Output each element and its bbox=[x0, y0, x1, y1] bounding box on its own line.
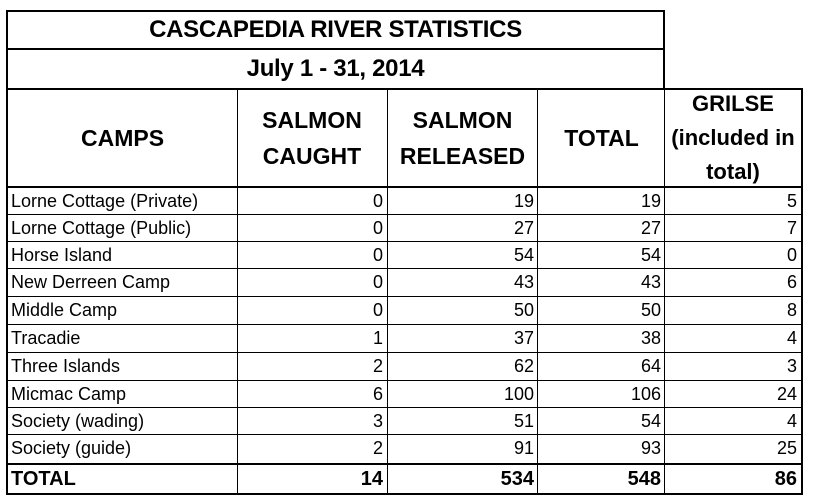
camp-name: Lorne Cottage (Private) bbox=[11, 190, 199, 211]
salmon-released-value: 54 bbox=[513, 244, 534, 265]
salmon-released-value: 19 bbox=[513, 190, 534, 211]
header-salmon-caught: SALMON CAUGHT bbox=[262, 107, 362, 169]
salmon-released-value: 51 bbox=[513, 411, 534, 431]
grand-total: 548 bbox=[627, 467, 661, 490]
total-grilse: 86 bbox=[774, 467, 797, 490]
grilse-value: 5 bbox=[786, 190, 797, 211]
camp-name: Micmac Camp bbox=[11, 384, 127, 404]
grilse-value: 25 bbox=[776, 438, 797, 458]
total-value: 54 bbox=[640, 244, 661, 265]
camp-name: New Derreen Camp bbox=[11, 272, 171, 292]
header-grilse: GRILSE (included in total) bbox=[671, 91, 795, 184]
border-bottom bbox=[6, 493, 803, 495]
header-salmon-released: SALMON RELEASED bbox=[399, 107, 526, 169]
row-divider bbox=[8, 434, 801, 435]
grilse-value: 4 bbox=[786, 328, 797, 348]
border-header-bottom bbox=[6, 186, 803, 188]
grilse-value: 24 bbox=[776, 384, 797, 404]
header-total: TOTAL bbox=[564, 125, 639, 151]
salmon-caught-value: 0 bbox=[372, 272, 383, 292]
header-camps: CAMPS bbox=[80, 125, 165, 151]
salmon-released-value: 62 bbox=[513, 356, 534, 376]
camp-name: Society (wading) bbox=[11, 411, 145, 431]
row-divider bbox=[8, 214, 801, 215]
total-value: 19 bbox=[640, 190, 661, 211]
row-divider bbox=[8, 407, 801, 408]
camp-name: Middle Camp bbox=[11, 300, 118, 320]
border-right bbox=[801, 88, 803, 495]
border-title-right bbox=[663, 10, 665, 90]
col-divider-1 bbox=[237, 90, 238, 463]
row-divider bbox=[8, 268, 801, 269]
total-value: 64 bbox=[640, 356, 661, 376]
total-value: 38 bbox=[640, 328, 661, 348]
border-total-top bbox=[6, 463, 803, 465]
row-divider bbox=[8, 380, 801, 381]
grilse-value: 7 bbox=[786, 217, 797, 238]
row-divider bbox=[8, 241, 801, 242]
col-divider-1-total bbox=[237, 465, 238, 493]
salmon-released-value: 43 bbox=[513, 272, 534, 292]
col-divider-3 bbox=[537, 90, 538, 463]
row-divider bbox=[8, 324, 801, 325]
salmon-caught-value: 1 bbox=[372, 328, 383, 348]
grilse-value: 3 bbox=[786, 356, 797, 376]
table-subtitle: July 1 - 31, 2014 bbox=[246, 55, 425, 82]
row-divider bbox=[8, 296, 801, 297]
table-title: CASCAPEDIA RIVER STATISTICS bbox=[149, 15, 522, 43]
salmon-caught-value: 2 bbox=[372, 356, 383, 376]
total-value: 43 bbox=[640, 272, 661, 292]
total-value: 106 bbox=[630, 384, 661, 404]
border-top bbox=[6, 10, 665, 12]
salmon-released-value: 37 bbox=[513, 328, 534, 348]
border-subtitle-bottom bbox=[6, 88, 803, 90]
total-salmon-caught: 14 bbox=[360, 467, 383, 490]
grilse-value: 0 bbox=[786, 244, 797, 265]
camp-name: Three Islands bbox=[11, 356, 121, 376]
salmon-caught-value: 0 bbox=[372, 190, 383, 211]
salmon-caught-value: 2 bbox=[372, 438, 383, 458]
col-divider-2-total bbox=[387, 465, 388, 493]
salmon-released-value: 50 bbox=[513, 300, 534, 320]
camp-name: Lorne Cottage (Public) bbox=[11, 217, 192, 238]
salmon-caught-value: 3 bbox=[372, 411, 383, 431]
col-divider-4-total bbox=[664, 465, 665, 493]
totals-label: TOTAL bbox=[11, 467, 76, 490]
salmon-released-value: 27 bbox=[513, 217, 534, 238]
salmon-caught-value: 0 bbox=[372, 217, 383, 238]
total-value: 27 bbox=[640, 217, 661, 238]
total-value: 93 bbox=[640, 438, 661, 458]
total-value: 54 bbox=[640, 411, 661, 431]
grilse-value: 4 bbox=[786, 411, 797, 431]
camp-name: Tracadie bbox=[11, 328, 81, 348]
salmon-released-value: 100 bbox=[503, 384, 534, 404]
salmon-released-value: 91 bbox=[513, 438, 534, 458]
salmon-caught-value: 0 bbox=[372, 244, 383, 265]
salmon-caught-value: 0 bbox=[372, 300, 383, 320]
camp-name: Society (guide) bbox=[11, 438, 132, 458]
camp-name: Horse Island bbox=[11, 244, 113, 265]
border-left bbox=[6, 10, 8, 495]
col-divider-2 bbox=[387, 90, 388, 463]
col-divider-3-total bbox=[537, 465, 538, 493]
salmon-caught-value: 6 bbox=[372, 384, 383, 404]
grilse-value: 6 bbox=[786, 272, 797, 292]
total-salmon-released: 534 bbox=[500, 467, 534, 490]
row-divider bbox=[8, 352, 801, 353]
total-value: 50 bbox=[640, 300, 661, 320]
col-divider-4 bbox=[664, 90, 665, 463]
border-title-bottom bbox=[6, 48, 665, 50]
grilse-value: 8 bbox=[786, 300, 797, 320]
